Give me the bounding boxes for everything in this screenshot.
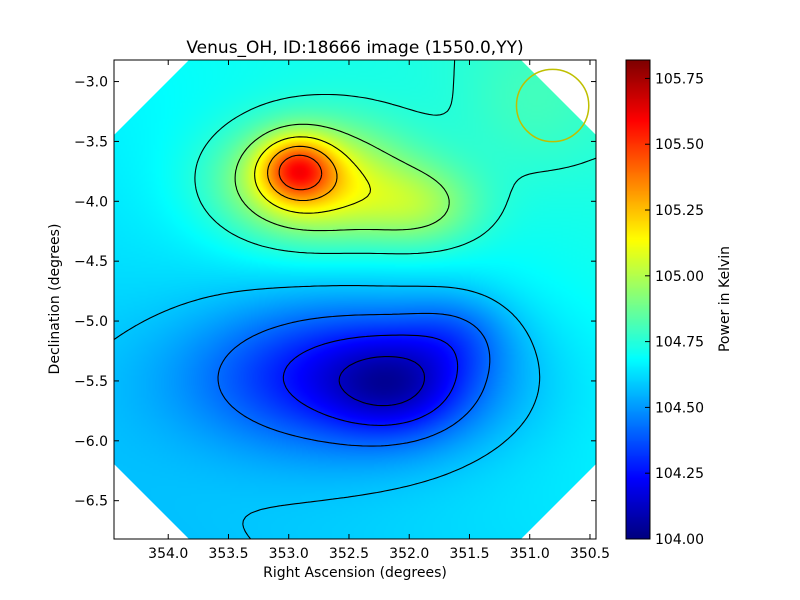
y-tick-label: −6.0 bbox=[74, 434, 108, 450]
y-axis: −3.0 −3.5 −4.0 −4.5 −5.0 −5.5 −6.0 −6.5 bbox=[74, 75, 596, 510]
x-tick-label: 353.0 bbox=[269, 546, 309, 562]
contour-level-6 bbox=[254, 136, 372, 214]
contour-level-4 bbox=[194, 60, 596, 255]
colorbar-tick-label: 104.75 bbox=[655, 335, 704, 351]
y-tick-label: −4.5 bbox=[74, 254, 108, 270]
y-tick-label: −5.5 bbox=[74, 374, 108, 390]
x-tick-label: 350.5 bbox=[570, 546, 610, 562]
y-tick-label: −3.0 bbox=[74, 75, 108, 91]
y-tick-label: −6.5 bbox=[74, 494, 108, 510]
contour-level-7 bbox=[267, 145, 338, 202]
y-tick-label: −3.5 bbox=[74, 134, 108, 150]
colorbar-frame bbox=[625, 59, 651, 540]
colorbar-tick-label: 105.50 bbox=[655, 137, 704, 153]
heatmap-image bbox=[114, 60, 596, 539]
y-tick-label: −4.0 bbox=[74, 194, 108, 210]
contour-level-3 bbox=[114, 285, 541, 539]
colorbar-tick-label: 105.00 bbox=[655, 269, 704, 285]
heatmap-area bbox=[114, 60, 596, 539]
colorbar-tick-label: 104.25 bbox=[655, 466, 704, 482]
colorbar: 104.00 104.25 104.50 104.75 105.00 105.25 105.… bbox=[625, 59, 733, 548]
x-axis: 354.0 353.5 353.0 352.5 352.0 351.5 351.0 350.5 bbox=[148, 60, 610, 562]
x-tick-label: 353.5 bbox=[208, 546, 248, 562]
contour-level-1 bbox=[282, 334, 459, 426]
colorbar-label: Power in Kelvin bbox=[717, 246, 733, 352]
y-tick-label: −5.0 bbox=[74, 314, 108, 330]
y-axis-label: Declination (degrees) bbox=[47, 224, 63, 375]
contour-level-5 bbox=[234, 123, 450, 232]
beam-circle bbox=[515, 68, 590, 143]
x-tick-label: 352.5 bbox=[329, 546, 369, 562]
colorbar-tick-label: 105.75 bbox=[655, 71, 704, 87]
chart-title: Venus_OH, ID:18666 image (1550.0,YY) bbox=[186, 38, 523, 58]
contour-level-8 bbox=[278, 154, 323, 191]
x-tick-label: 351.5 bbox=[449, 546, 489, 562]
x-tick-label: 354.0 bbox=[148, 546, 188, 562]
contour-level-2 bbox=[217, 312, 491, 447]
colorbar-ticks: 104.00 104.25 104.50 104.75 105.00 105.25 105.… bbox=[645, 71, 704, 548]
colorbar-tick-label: 104.50 bbox=[655, 400, 704, 416]
plot-frame bbox=[113, 59, 597, 540]
colorbar-tick-label: 104.00 bbox=[655, 532, 704, 548]
x-axis-label: Right Ascension (degrees) bbox=[263, 565, 447, 581]
colorbar-gradient bbox=[626, 60, 650, 539]
x-tick-label: 352.0 bbox=[389, 546, 429, 562]
x-tick-label: 351.0 bbox=[510, 546, 550, 562]
contour-lines bbox=[114, 60, 596, 539]
contour-level-0 bbox=[338, 356, 426, 407]
colorbar-tick-label: 105.25 bbox=[655, 203, 704, 219]
